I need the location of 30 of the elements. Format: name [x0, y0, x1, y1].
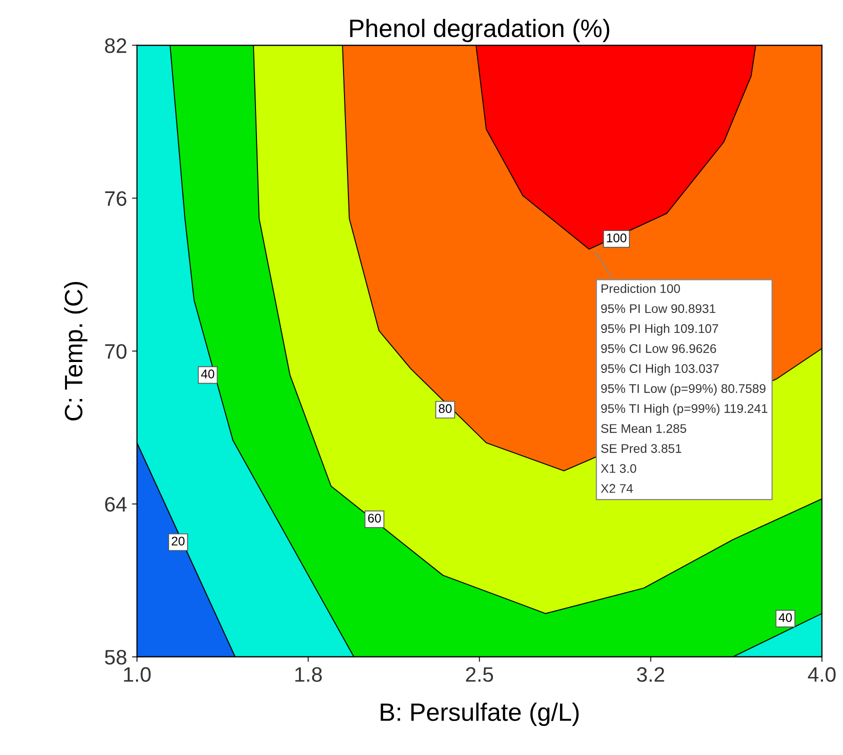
x-tick-label: 1.8 — [295, 667, 322, 682]
annotation: 95% PI Low 90.8931 — [601, 304, 716, 314]
annotation: 80 — [438, 404, 452, 414]
annotation: X2 74 — [600, 484, 633, 493]
annotation: 100 — [606, 233, 626, 242]
y-axis-title: C: Temp. (C) — [64, 282, 88, 420]
y-tick-label: 76 — [105, 191, 126, 206]
y-tick-label: 58 — [104, 650, 126, 665]
x-tick-label: 3.2 — [637, 667, 664, 682]
y-tick-label: 64 — [105, 496, 127, 512]
y-tick-label: 70 — [105, 344, 126, 359]
annotation: 95% TI Low (p=99%) 80.7589 — [601, 384, 766, 396]
annotation: 40 — [201, 370, 214, 378]
annotation: X1 3.0 — [600, 464, 636, 473]
x-tick-label: 1.0 — [124, 667, 151, 682]
annotation: 95% PI High 109.107 — [601, 324, 718, 336]
annotation: 95% TI High (p=99%) 119.241 — [601, 404, 768, 416]
annotation: SE Pred 3.851 — [601, 444, 682, 453]
annotation: 60 — [368, 514, 381, 523]
annotation: 95% CI High 103.037 — [601, 364, 719, 376]
chart-title: Phenol degradation (%) — [350, 18, 610, 42]
x-axis-title: B: Persulfate (g/L) — [380, 702, 579, 726]
annotation: Prediction 100 — [602, 284, 680, 294]
annotation: 20 — [172, 536, 185, 546]
y-tick-label: 82 — [105, 38, 126, 54]
annotation: SE Mean 1.285 — [601, 424, 686, 433]
annotation: 95% CI Low 96.9626 — [601, 344, 716, 354]
x-tick-label: 4.0 — [808, 667, 836, 682]
annotation: 40 — [778, 613, 792, 622]
x-tick-label: 2.5 — [466, 667, 494, 682]
